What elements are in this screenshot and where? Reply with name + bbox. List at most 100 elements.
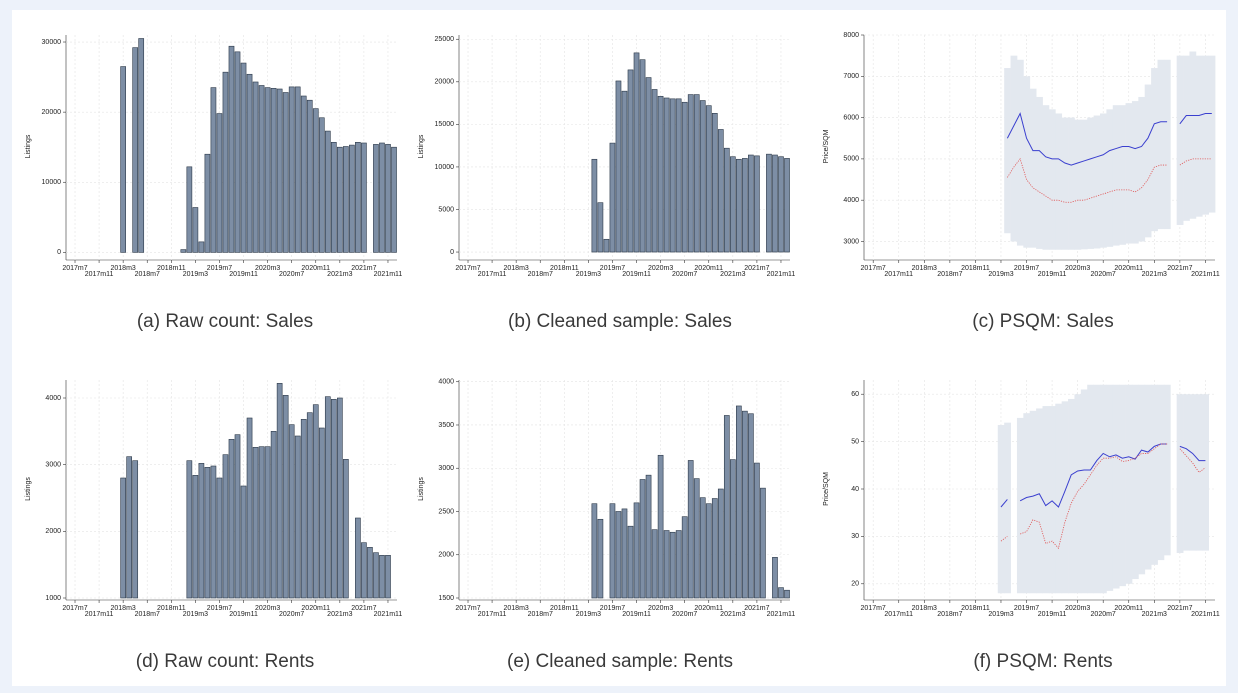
bar (330, 141, 337, 253)
bar (120, 477, 126, 599)
confidence-band (1176, 394, 1184, 553)
confidence-band (1029, 88, 1037, 248)
bar (729, 459, 736, 599)
bar (778, 587, 784, 599)
x-tick-label: 2020m7 (279, 271, 304, 278)
confidence-band (1055, 113, 1063, 250)
bar (669, 98, 676, 253)
bar (246, 73, 253, 253)
x-tick-label: 2020m3 (255, 605, 280, 612)
bar (748, 154, 754, 253)
series-line (1179, 112, 1212, 125)
bar (294, 435, 301, 599)
x-tick-label: 2018m3 (912, 265, 937, 272)
confidence-band (1074, 119, 1082, 250)
confidence-band (1119, 384, 1126, 587)
confidence-band (1093, 384, 1101, 594)
series-line (1006, 112, 1168, 166)
x-tick-label: 2020m7 (1091, 611, 1116, 618)
confidence-band (1048, 109, 1056, 250)
bar (312, 108, 319, 253)
bar (210, 87, 217, 253)
y-tick-label: 1500 (438, 595, 454, 602)
bar (597, 518, 604, 599)
x-tick-label: 2021m11 (767, 611, 796, 618)
x-tick-label: 2019m7 (600, 605, 625, 612)
confidence-band (1100, 113, 1107, 248)
y-tick-label: 1000 (45, 595, 61, 602)
bar (132, 460, 139, 599)
confidence-band (1202, 55, 1210, 215)
bar (784, 589, 790, 599)
bar (192, 207, 199, 253)
x-tick-label: 2017m7 (861, 265, 886, 272)
bar (264, 87, 271, 253)
bar (603, 238, 610, 253)
bar (343, 146, 349, 253)
x-tick-label: 2018m7 (937, 611, 962, 618)
bar (675, 98, 682, 253)
x-tick-label: 2019m7 (1014, 605, 1039, 612)
x-tick-label: 2017m11 (85, 271, 114, 278)
confidence-band (1125, 384, 1133, 584)
confidence-band (1106, 384, 1114, 591)
bar (198, 241, 205, 253)
bar (343, 459, 349, 599)
x-tick-label: 2019m3 (183, 611, 208, 618)
bar (621, 90, 628, 253)
bar (609, 503, 616, 599)
x-tick-label: 2019m3 (576, 611, 601, 618)
confidence-band (1055, 403, 1063, 594)
confidence-band (1016, 59, 1024, 246)
x-tick-label: 2021m3 (720, 611, 745, 618)
x-tick-label: 2018m7 (937, 271, 962, 278)
x-tick-label: 2020m3 (1065, 605, 1090, 612)
bar (663, 530, 670, 599)
confidence-band (1074, 394, 1082, 594)
y-tick-label: 10000 (42, 179, 62, 186)
bar (736, 158, 742, 253)
x-tick-label: 2020m11 (301, 605, 330, 612)
x-tick-label: 2020m11 (301, 265, 330, 272)
caption: (b) Cleaned sample: Sales (508, 311, 732, 332)
bar (270, 431, 277, 599)
confidence-band (1183, 55, 1190, 221)
bar (615, 511, 622, 599)
bar (318, 117, 325, 253)
x-tick-label: 2018m11 (961, 265, 990, 272)
x-tick-label: 2018m7 (528, 271, 553, 278)
bar (772, 154, 778, 253)
y-tick-label: 30 (851, 533, 859, 540)
x-tick-label: 2020m3 (255, 265, 280, 272)
x-tick-label: 2017m11 (478, 271, 507, 278)
bar (361, 542, 367, 599)
y-tick-label: 15000 (435, 121, 455, 128)
x-tick-label: 2021m7 (351, 265, 376, 272)
confidence-band (1112, 384, 1120, 589)
bar (306, 99, 313, 253)
y-tick-label: 20000 (435, 79, 455, 86)
bar (258, 446, 265, 599)
subplot: 150020002500300035004000Listings2017m720… (418, 379, 796, 672)
bar (288, 424, 295, 599)
bar (711, 498, 718, 599)
bar (736, 405, 742, 599)
bar (186, 166, 193, 253)
bar (228, 45, 235, 253)
y-tick-label: 6000 (843, 114, 859, 121)
bar (216, 477, 223, 599)
x-tick-label: 2018m11 (157, 265, 186, 272)
bar (288, 86, 295, 253)
bar (276, 88, 283, 253)
y-axis-label: Price/SQM (823, 129, 830, 163)
bar (324, 396, 331, 599)
bar (675, 530, 682, 599)
bar (120, 66, 126, 253)
y-axis-label: Listings (25, 477, 32, 501)
x-tick-label: 2018m11 (157, 605, 186, 612)
bar (379, 142, 385, 253)
confidence-band (1208, 55, 1216, 213)
bar (180, 249, 187, 253)
confidence-band (1138, 96, 1146, 242)
caption: (c) PSQM: Sales (972, 311, 1113, 332)
